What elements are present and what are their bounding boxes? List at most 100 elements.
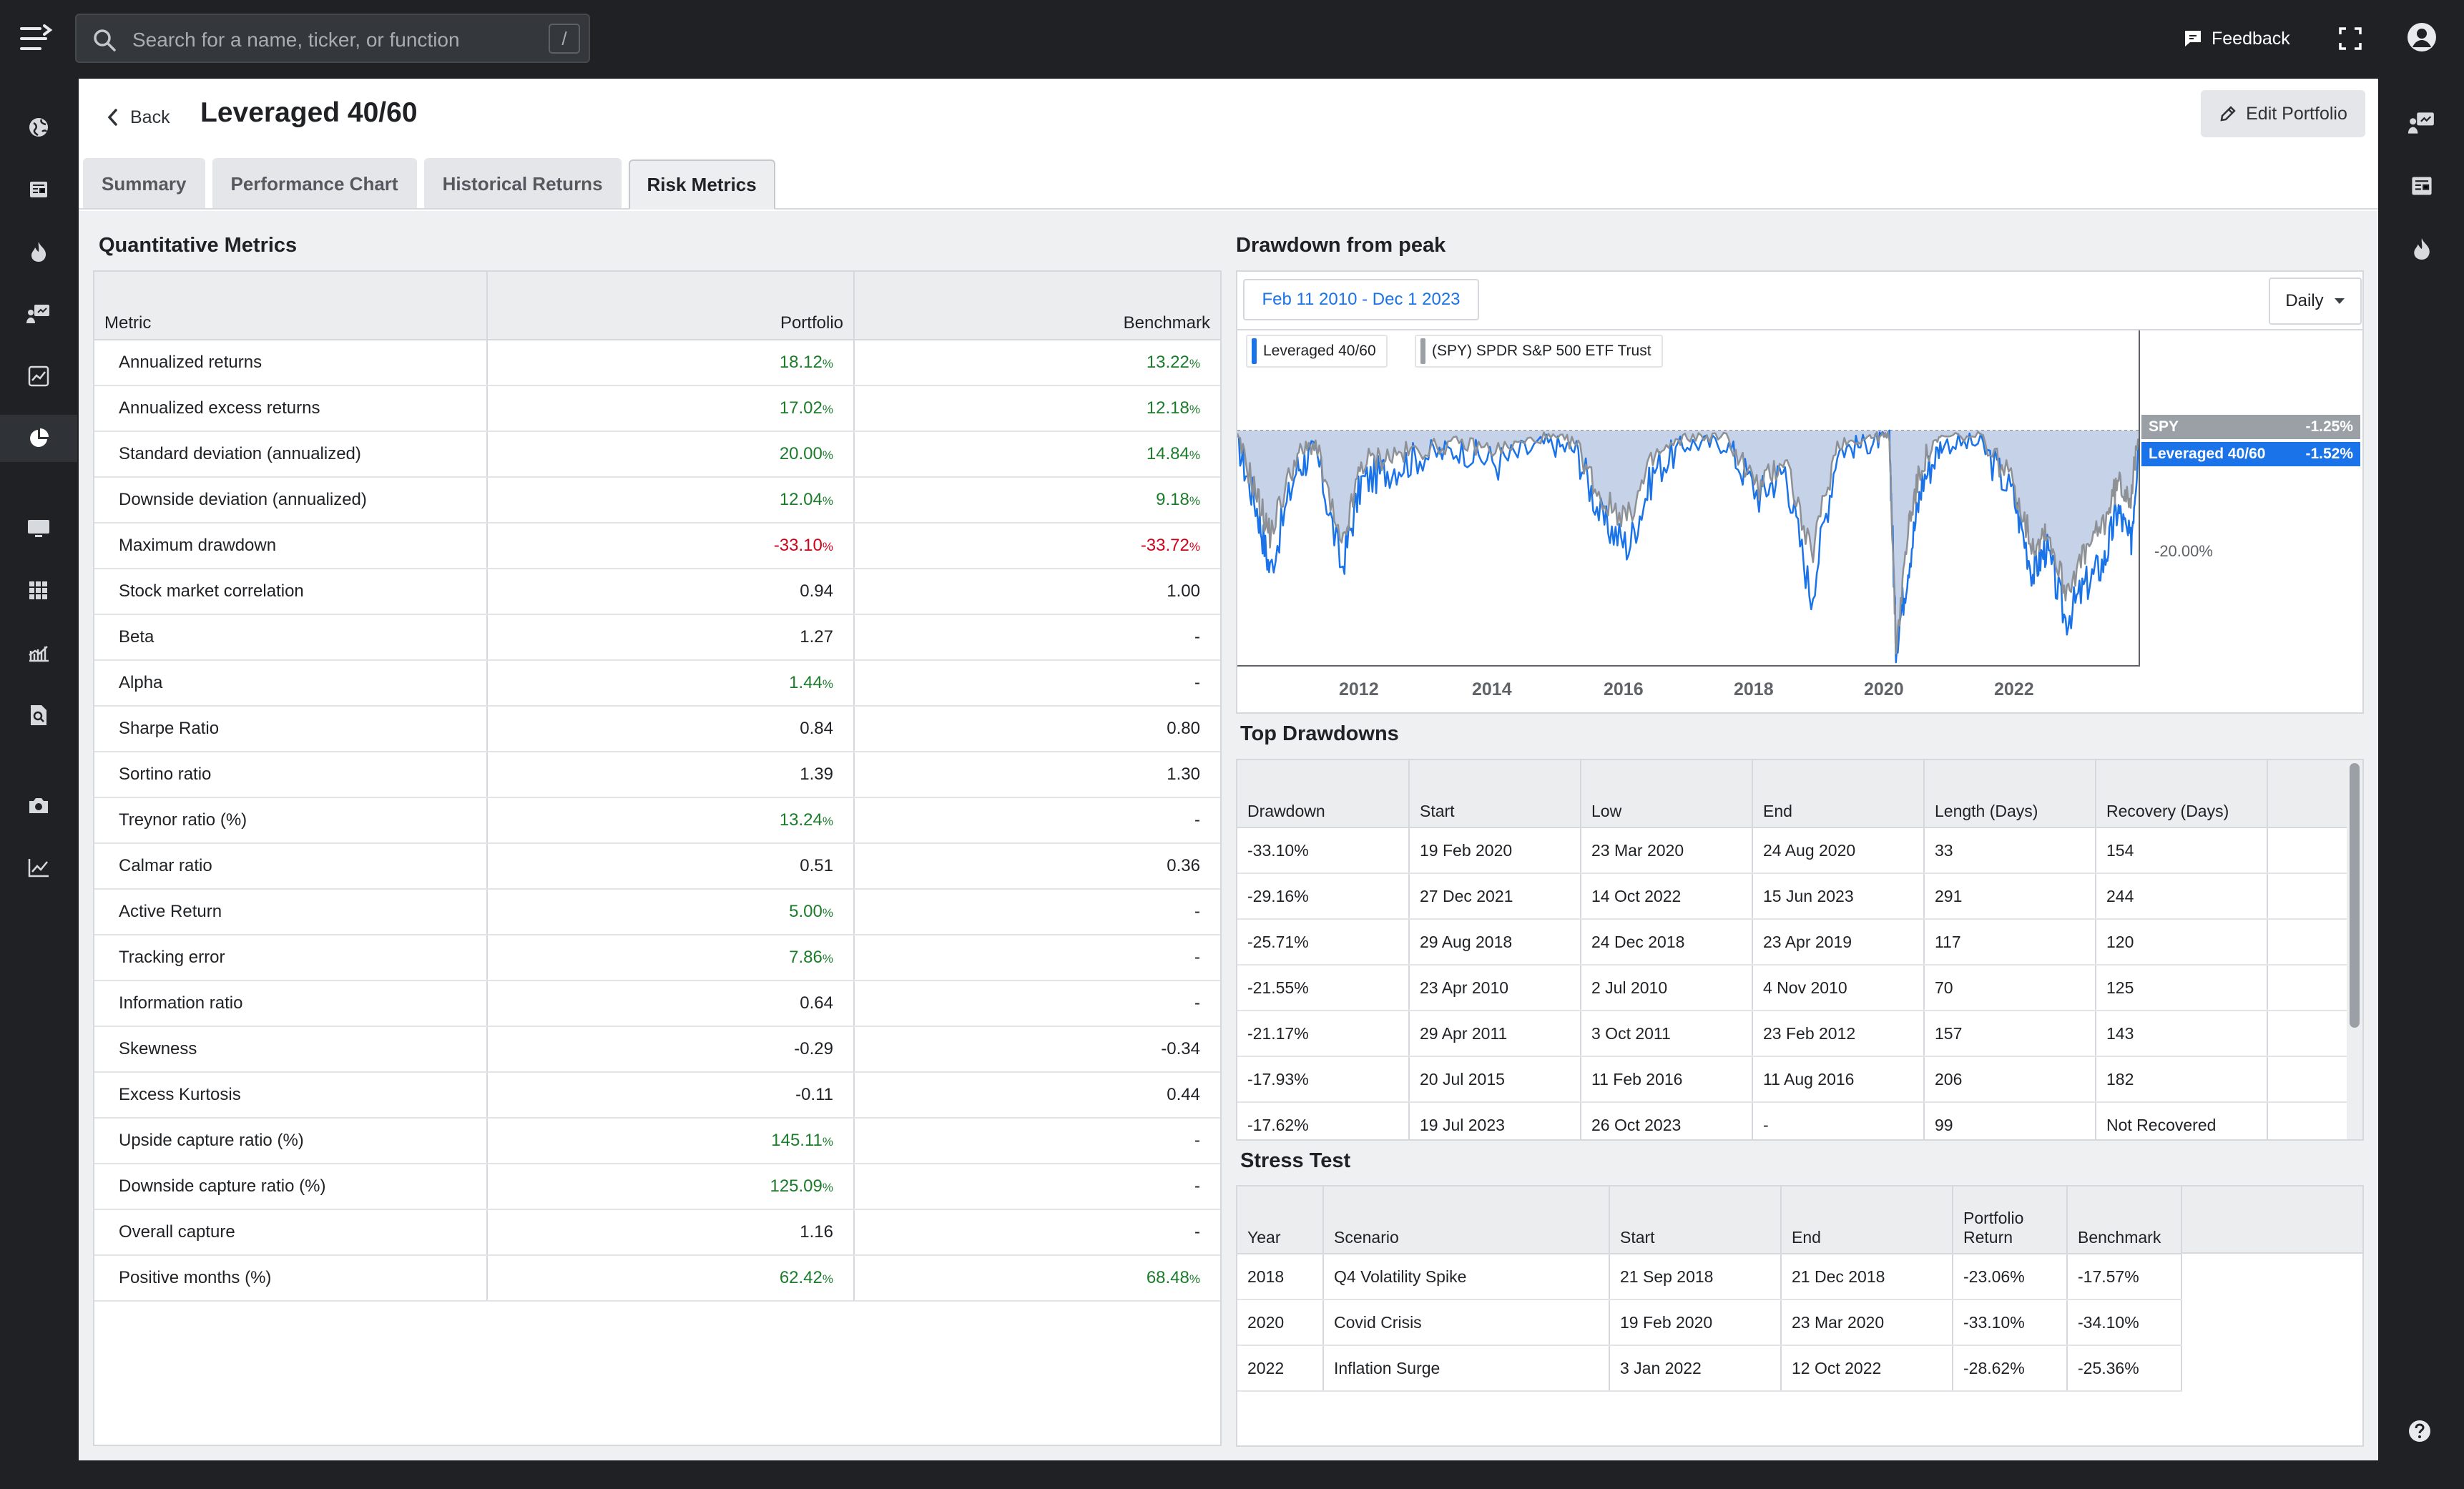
low-column-header[interactable]: Low xyxy=(1581,760,1753,828)
stress-row[interactable]: 2020 Covid Crisis 19 Feb 2020 23 Mar 2020 -3… xyxy=(1237,1299,2182,1346)
document-search-icon[interactable] xyxy=(0,692,77,739)
camera-icon[interactable] xyxy=(0,782,77,829)
frequency-value: Daily xyxy=(2285,291,2324,310)
x-tick-2016: 2016 xyxy=(1604,679,1644,699)
metric-name: Tracking error xyxy=(94,935,488,981)
benchmark-number: - xyxy=(1194,902,1200,921)
area-chart-icon[interactable] xyxy=(0,629,77,677)
user-avatar-icon[interactable] xyxy=(2406,21,2438,53)
benchmark-number: -33.72 xyxy=(1140,536,1189,555)
stress-benchmark-column-header[interactable]: Benchmark xyxy=(2067,1186,2182,1254)
portfolio-unit: % xyxy=(822,815,833,828)
start-cell: 20 Jul 2015 xyxy=(1409,1056,1581,1103)
stress-row[interactable]: 2018 Q4 Volatility Spike 21 Sep 2018 21 Dec… xyxy=(1237,1254,2182,1300)
search-input[interactable]: Search for a name, ticker, or function / xyxy=(75,14,590,63)
drawdown-row[interactable]: -21.55% 23 Apr 2010 2 Jul 2010 4 Nov 2010 70… xyxy=(1237,965,2347,1011)
presenter-icon[interactable] xyxy=(2380,99,2464,147)
metrics-table: Metric Portfolio Benchmark Annualized re… xyxy=(94,272,1220,1302)
grid-icon[interactable] xyxy=(0,567,77,614)
filler-cell xyxy=(2267,1056,2347,1103)
line-chart-icon[interactable] xyxy=(0,844,77,891)
portfolio-value: 7.86% xyxy=(487,935,855,981)
help-icon[interactable] xyxy=(2407,1419,2432,1443)
metric-row: Beta 1.27 - xyxy=(94,614,1220,661)
spy-drawdown-line xyxy=(1236,431,2140,654)
monitor-icon[interactable] xyxy=(0,505,77,552)
drawdown-row[interactable]: -29.16% 27 Dec 2021 14 Oct 2022 15 Jun 2023… xyxy=(1237,873,2347,920)
recovery-cell: 125 xyxy=(2096,965,2268,1011)
drawdown-row[interactable]: -17.93% 20 Jul 2015 11 Feb 2016 11 Aug 2016… xyxy=(1237,1056,2347,1103)
drawdown-cell: -29.16% xyxy=(1237,873,1410,920)
scrollbar-thumb[interactable] xyxy=(2350,763,2360,1028)
start-column-header[interactable]: Start xyxy=(1409,760,1581,828)
recovery-column-header[interactable]: Recovery (Days) xyxy=(2096,760,2268,828)
drawdown-row[interactable]: -17.62% 19 Jul 2023 26 Oct 2023-99 Not Reco… xyxy=(1237,1102,2347,1139)
stress-start-column-header[interactable]: Start xyxy=(1609,1186,1782,1254)
benchmark-number: - xyxy=(1194,673,1200,692)
legend-spy[interactable]: (SPY) SPDR S&P 500 ETF Trust xyxy=(1415,335,1663,368)
page-header: Back Leveraged 40/60 Edit Portfolio Summ… xyxy=(79,79,2378,210)
spy-tag-value: -1.25% xyxy=(2305,418,2353,435)
benchmark-value: -33.72% xyxy=(854,523,1220,569)
chart-search-icon[interactable] xyxy=(0,353,77,400)
metric-row: Excess Kurtosis -0.11 0.44 xyxy=(94,1072,1220,1119)
metric-column-header[interactable]: Metric xyxy=(94,272,488,340)
year-cell: 2020 xyxy=(1237,1299,1324,1346)
top-drawdowns-title: Top Drawdowns xyxy=(1240,722,1399,745)
fullscreen-icon[interactable] xyxy=(2337,26,2363,51)
portfolio-return-column-header[interactable]: Portfolio Return xyxy=(1953,1186,2068,1254)
end-cell: 23 Mar 2020 xyxy=(1781,1299,1953,1346)
end-cell: 4 Nov 2010 xyxy=(1752,965,1925,1011)
frequency-dropdown[interactable]: Daily xyxy=(2269,277,2362,325)
scenario-column-header[interactable]: Scenario xyxy=(1323,1186,1610,1254)
portfolio-value: 125.09% xyxy=(487,1164,855,1210)
tab-summary[interactable]: Summary xyxy=(83,158,205,208)
metric-name: Sortino ratio xyxy=(94,752,488,798)
drawdown-row[interactable]: -21.17% 29 Apr 2011 3 Oct 2011 23 Feb 2012 1… xyxy=(1237,1011,2347,1057)
flame-icon[interactable] xyxy=(2380,225,2464,272)
tab-risk-metrics[interactable]: Risk Metrics xyxy=(628,159,775,210)
news-icon[interactable] xyxy=(2380,162,2464,210)
drawdowns-scrollbar[interactable] xyxy=(2347,760,2362,1139)
tab-performance-chart[interactable]: Performance Chart xyxy=(212,158,417,208)
pie-chart-icon[interactable] xyxy=(0,415,77,462)
portfolio-value: 0.94 xyxy=(487,569,855,615)
year-column-header[interactable]: Year xyxy=(1237,1186,1324,1254)
length-column-header[interactable]: Length (Days) xyxy=(1924,760,2096,828)
drawdowns-body: -33.10% 19 Feb 2020 23 Mar 2020 24 Aug 2020… xyxy=(1237,827,2347,1139)
back-button[interactable]: Back xyxy=(106,103,170,132)
metric-name: Downside deviation (annualized) xyxy=(94,477,488,524)
portfolio-column-header[interactable]: Portfolio xyxy=(487,272,855,340)
top-bar: Search for a name, ticker, or function /… xyxy=(0,0,2464,77)
low-cell: 14 Oct 2022 xyxy=(1581,873,1753,920)
low-cell: 23 Mar 2020 xyxy=(1581,827,1753,874)
globe-icon[interactable] xyxy=(0,104,77,151)
low-cell: 2 Jul 2010 xyxy=(1581,965,1753,1011)
portfolio-value: 1.44% xyxy=(487,660,855,707)
news-icon[interactable] xyxy=(0,166,77,213)
flame-icon[interactable] xyxy=(0,228,77,275)
benchmark-number: 9.18 xyxy=(1156,490,1189,509)
drawdown-row[interactable]: -33.10% 19 Feb 2020 23 Mar 2020 24 Aug 2020… xyxy=(1237,827,2347,874)
drawdown-plot[interactable] xyxy=(1236,330,2140,665)
date-range-button[interactable]: Feb 11 2010 - Dec 1 2023 xyxy=(1243,279,1479,320)
low-cell: 11 Feb 2016 xyxy=(1581,1056,1753,1103)
drawdown-row[interactable]: -25.71% 29 Aug 2018 24 Dec 2018 23 Apr 2019… xyxy=(1237,919,2347,965)
end-column-header[interactable]: End xyxy=(1752,760,1925,828)
metric-name: Treynor ratio (%) xyxy=(94,797,488,844)
tab-historical-returns[interactable]: Historical Returns xyxy=(423,158,622,208)
benchmark-column-header[interactable]: Benchmark xyxy=(854,272,1220,340)
presenter-icon[interactable] xyxy=(0,290,77,338)
feedback-button[interactable]: Feedback xyxy=(2183,26,2290,51)
stress-row[interactable]: 2022 Inflation Surge 3 Jan 2022 12 Oct 2022… xyxy=(1237,1345,2182,1392)
metric-name: Information ratio xyxy=(94,981,488,1027)
drawdown-column-header[interactable]: Drawdown xyxy=(1237,760,1410,828)
menu-icon[interactable] xyxy=(17,20,56,59)
metric-row: Downside deviation (annualized) 12.04% 9.1… xyxy=(94,477,1220,524)
edit-portfolio-button[interactable]: Edit Portfolio xyxy=(2201,90,2365,137)
benchmark-number: 68.48 xyxy=(1146,1268,1189,1287)
stress-end-column-header[interactable]: End xyxy=(1781,1186,1953,1254)
legend-leveraged[interactable]: Leveraged 40/60 xyxy=(1246,335,1388,368)
plot-area xyxy=(1236,330,2140,667)
metric-row: Tracking error 7.86% - xyxy=(94,935,1220,981)
